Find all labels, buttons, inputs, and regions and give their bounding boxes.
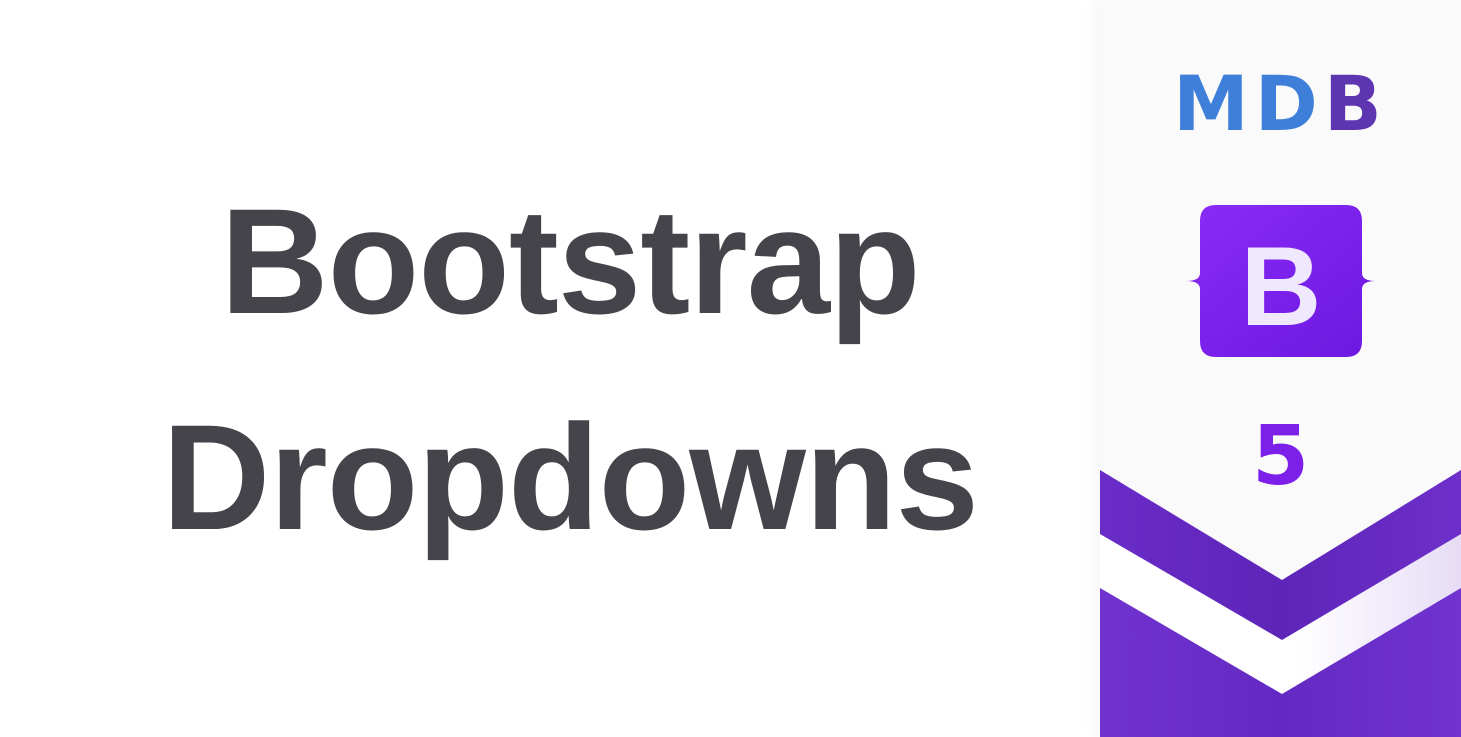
bootstrap-icon: B: [1186, 205, 1376, 357]
page-title-line-1: Bootstrap: [220, 177, 920, 345]
right-panel: MDB B 5: [1100, 0, 1461, 737]
left-panel: Bootstrap Dropdowns: [162, 186, 979, 552]
version-number: 5: [1251, 409, 1310, 504]
mdb-logo: MDB: [1100, 66, 1461, 142]
mdb-logo-text: MD: [1173, 59, 1324, 148]
chevron-decoration: [1100, 470, 1461, 737]
page-title-line-2: Dropdowns: [162, 393, 979, 561]
bootstrap-icon-letter: B: [1241, 224, 1322, 349]
mdb-logo-b: B: [1323, 59, 1388, 148]
